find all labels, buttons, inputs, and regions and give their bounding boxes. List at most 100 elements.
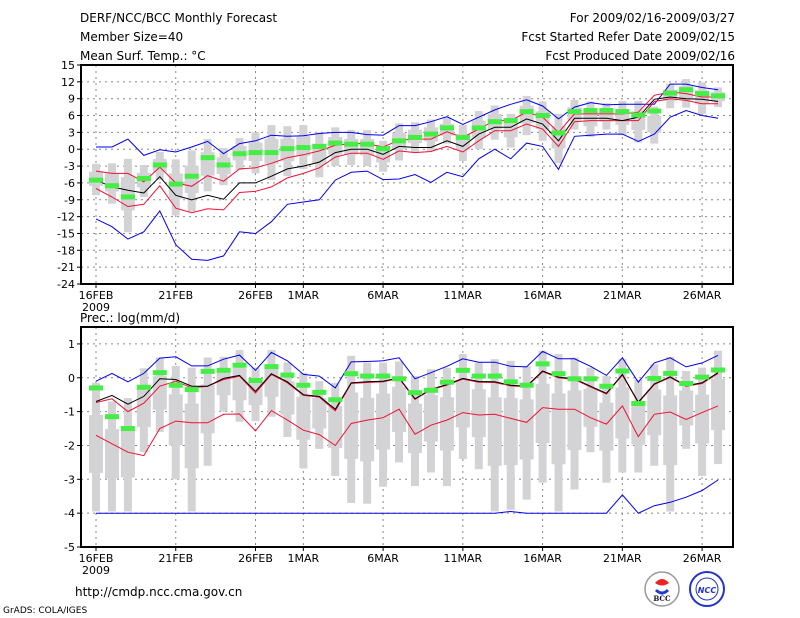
- x-tick-label: 16MAR: [523, 289, 562, 302]
- interquartile-box: [232, 367, 247, 401]
- mean-marker: [296, 145, 311, 151]
- y-tick-label: 0: [68, 372, 75, 385]
- x-tick-label: 21FEB: [158, 289, 193, 302]
- interquartile-box: [312, 398, 327, 429]
- x-tick-label: 16FEB: [79, 289, 114, 302]
- y-tick-label: -18: [57, 244, 75, 257]
- mean-marker: [551, 130, 566, 136]
- interquartile-box: [423, 395, 438, 442]
- mean-marker: [312, 143, 327, 149]
- mean-marker: [439, 379, 454, 385]
- mean-marker: [360, 141, 375, 147]
- mean-marker: [168, 382, 183, 388]
- variable-label-precip: Prec.: log(mm/d): [80, 311, 180, 325]
- interquartile-box: [455, 380, 470, 428]
- mean-marker: [615, 109, 630, 115]
- mean-marker: [583, 376, 598, 382]
- mean-marker: [152, 370, 167, 376]
- interquartile-box: [631, 402, 646, 445]
- y-tick-label: -2: [64, 439, 75, 452]
- y-tick-label: 6: [68, 110, 75, 123]
- chart-title: DERF/NCC/BCC Monthly Forecast: [80, 11, 277, 25]
- mean-marker: [519, 109, 534, 115]
- mean-marker: [663, 90, 678, 96]
- interquartile-box: [264, 366, 279, 397]
- mean-marker: [519, 382, 534, 388]
- mean-marker: [551, 371, 566, 377]
- y-tick-label: 15: [61, 59, 75, 72]
- grads-credit: GrADS: COLA/IGES: [3, 606, 87, 616]
- x-tick-year: 2009: [82, 301, 110, 314]
- mean-marker: [487, 373, 502, 379]
- y-tick-label: -4: [64, 507, 75, 520]
- mean-marker: [455, 134, 470, 140]
- x-tick-label: 21MAR: [603, 552, 642, 565]
- y-tick-label: -5: [64, 541, 75, 554]
- y-tick-label: -3: [64, 473, 75, 486]
- source-url[interactable]: http://cmdp.ncc.cma.gov.cn: [75, 585, 242, 599]
- svg-text:NCC: NCC: [698, 586, 717, 595]
- interquartile-box: [679, 390, 694, 426]
- interquartile-box: [280, 381, 295, 415]
- interquartile-box: [200, 384, 215, 434]
- mean-marker: [695, 374, 710, 380]
- y-tick-label: -15: [57, 227, 75, 240]
- y-tick-label: -1: [64, 406, 75, 419]
- mean-marker: [663, 370, 678, 376]
- mean-marker: [360, 373, 375, 379]
- mean-marker: [503, 118, 518, 124]
- y-tick-label: 9: [68, 93, 75, 106]
- x-tick-label: 16FEB: [79, 552, 114, 565]
- interquartile-box: [551, 126, 566, 149]
- interquartile-box: [663, 395, 678, 466]
- interquartile-box: [535, 383, 550, 444]
- mean-marker: [535, 113, 550, 119]
- x-tick-label: 26MAR: [683, 552, 722, 565]
- x-tick-label: 21FEB: [158, 552, 193, 565]
- extreme-lower-line: [96, 479, 719, 514]
- y-tick-label: -3: [64, 160, 75, 173]
- mean-marker: [679, 381, 694, 387]
- x-tick-label: 16MAR: [523, 552, 562, 565]
- interquartile-box: [567, 390, 582, 450]
- interquartile-box: [551, 393, 566, 465]
- interquartile-box: [439, 397, 454, 451]
- mean-marker: [216, 367, 231, 373]
- interquartile-box: [376, 148, 391, 163]
- mean-marker: [200, 368, 215, 374]
- interquartile-box: [711, 379, 726, 431]
- x-tick-label: 26MAR: [683, 289, 722, 302]
- interquartile-box: [104, 173, 119, 192]
- mean-marker: [344, 141, 359, 147]
- mean-marker: [328, 397, 343, 403]
- mean-marker: [439, 125, 454, 131]
- plot-frame: [80, 64, 734, 285]
- interquartile-box: [152, 376, 167, 410]
- mean-marker: [248, 377, 263, 383]
- interquartile-box: [184, 403, 199, 469]
- interquartile-box: [296, 396, 311, 440]
- interquartile-box: [615, 387, 630, 439]
- mean-marker: [599, 383, 614, 389]
- mean-marker: [89, 177, 103, 183]
- plot-frame: [80, 326, 734, 548]
- interquartile-box: [168, 394, 183, 446]
- start-date: Fcst Started Refer Date 2009/02/15: [521, 30, 735, 44]
- interquartile-box: [647, 389, 662, 436]
- mean-marker: [232, 362, 247, 368]
- y-tick-label: 0: [68, 143, 75, 156]
- mean-marker: [136, 175, 151, 181]
- mean-marker: [120, 194, 135, 200]
- y-tick-label: -9: [64, 194, 75, 207]
- mean-marker: [152, 162, 167, 168]
- x-tick-year: 2009: [82, 564, 110, 577]
- y-tick-label: -24: [57, 278, 75, 291]
- interquartile-box: [89, 415, 103, 473]
- mean-marker: [216, 162, 231, 168]
- precipitation-panel: 1 0 -1 -2 -3 -4 -5 16FEB 21FEB 26FEB 1MAR 6MAR 11MAR…: [64, 326, 734, 577]
- x-tick-label: 26FEB: [238, 552, 273, 565]
- interquartile-box: [216, 370, 231, 396]
- interquartile-box: [328, 406, 343, 448]
- interquartile-box: [647, 115, 662, 133]
- mean-marker: [168, 181, 183, 187]
